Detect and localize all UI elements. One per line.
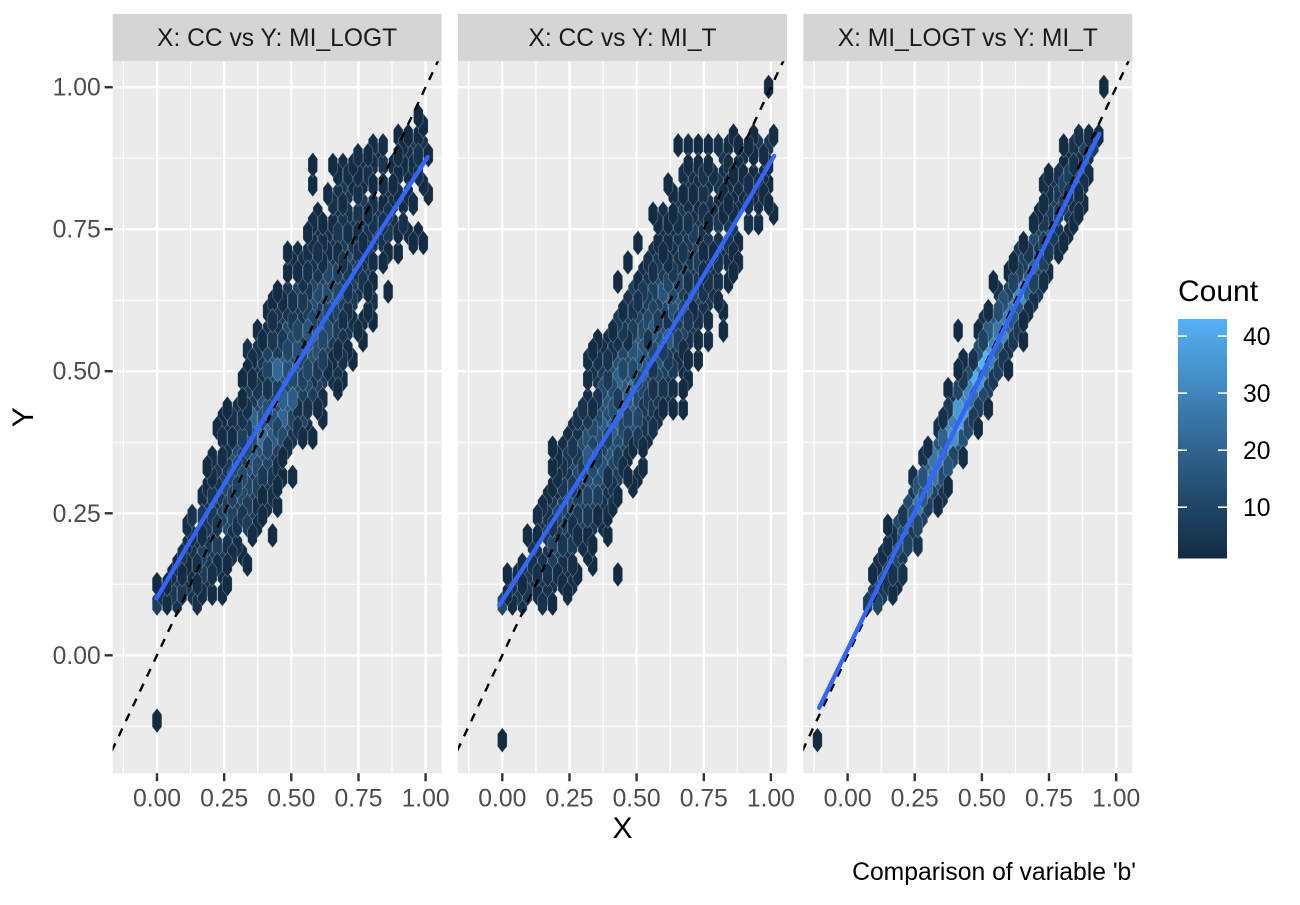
svg-text:0.25: 0.25	[200, 786, 248, 813]
svg-text:0.75: 0.75	[1025, 786, 1073, 813]
svg-text:1.00: 1.00	[1092, 786, 1140, 813]
svg-text:20: 20	[1243, 438, 1270, 465]
svg-text:0.75: 0.75	[53, 217, 101, 244]
svg-text:0.00: 0.00	[53, 643, 101, 670]
svg-text:0.25: 0.25	[891, 786, 939, 813]
svg-text:0.50: 0.50	[53, 359, 101, 386]
svg-text:10: 10	[1243, 495, 1270, 522]
svg-text:Comparison of variable 'b': Comparison of variable 'b'	[852, 859, 1136, 886]
svg-text:40: 40	[1243, 324, 1270, 351]
svg-text:0.50: 0.50	[267, 786, 315, 813]
svg-text:0.75: 0.75	[334, 786, 382, 813]
svg-text:1.00: 1.00	[402, 786, 450, 813]
svg-text:Y: Y	[7, 407, 40, 427]
svg-text:0.00: 0.00	[478, 786, 526, 813]
svg-text:30: 30	[1243, 381, 1270, 408]
svg-text:1.00: 1.00	[53, 75, 101, 102]
svg-text:0.00: 0.00	[133, 786, 181, 813]
svg-text:X: MI_LOGT vs Y: MI_T: X: MI_LOGT vs Y: MI_T	[838, 25, 1098, 52]
svg-text:0.00: 0.00	[824, 786, 872, 813]
svg-text:0.25: 0.25	[53, 501, 101, 528]
svg-text:0.25: 0.25	[545, 786, 593, 813]
svg-text:X: X	[612, 812, 632, 845]
svg-text:1.00: 1.00	[747, 786, 795, 813]
svg-text:X: CC vs Y: MI_T: X: CC vs Y: MI_T	[528, 25, 716, 52]
svg-text:Count: Count	[1178, 275, 1259, 308]
svg-text:0.50: 0.50	[613, 786, 661, 813]
svg-text:0.75: 0.75	[680, 786, 728, 813]
svg-text:X: CC vs Y: MI_LOGT: X: CC vs Y: MI_LOGT	[157, 25, 397, 52]
svg-text:0.50: 0.50	[958, 786, 1006, 813]
